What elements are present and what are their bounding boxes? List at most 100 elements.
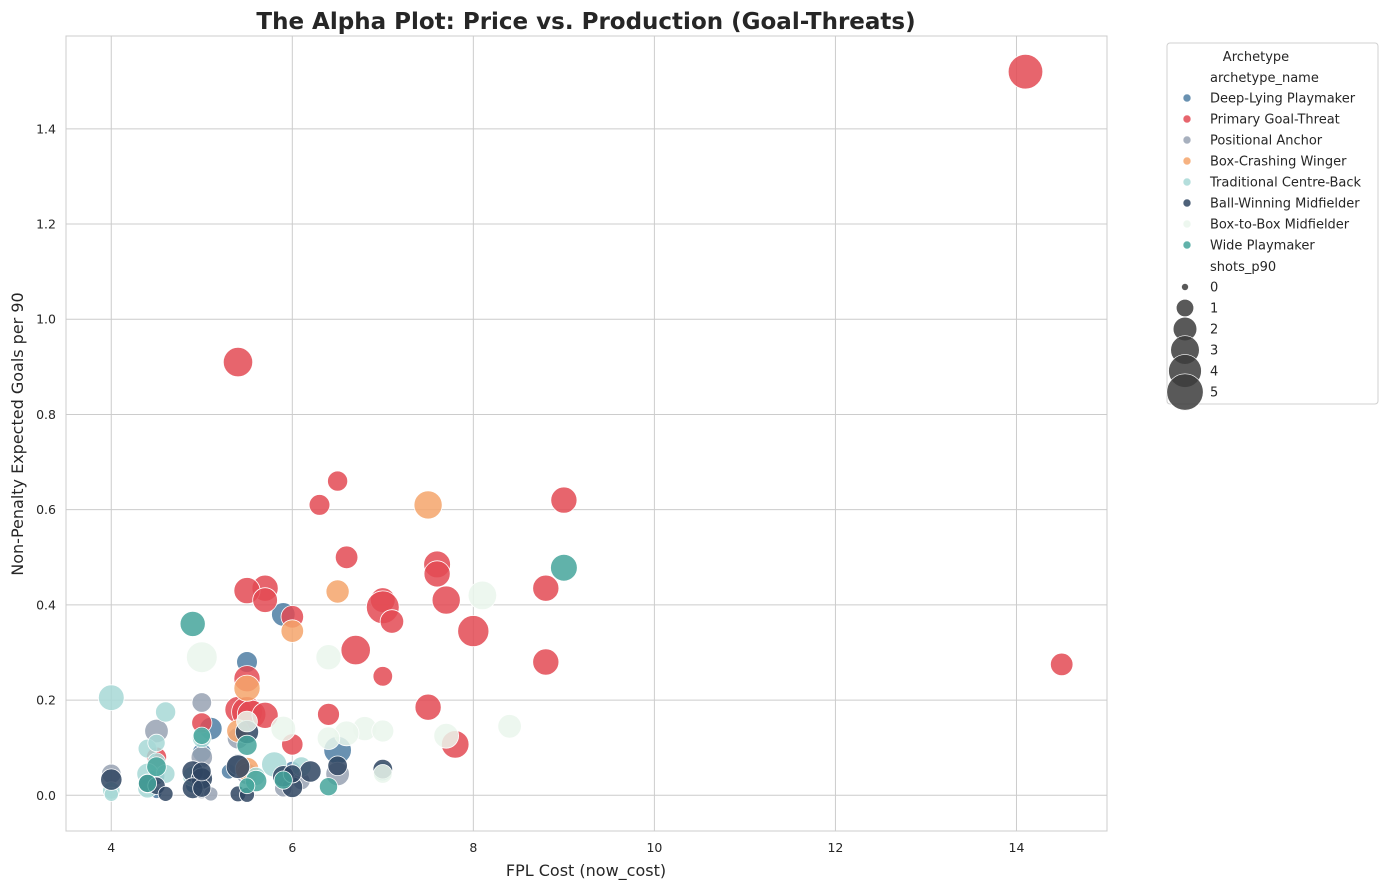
data-point <box>225 754 251 779</box>
data-point <box>532 648 560 676</box>
x-tick-label: 12 <box>827 840 843 855</box>
data-point <box>334 545 359 570</box>
data-point <box>372 764 393 784</box>
data-point <box>191 692 213 713</box>
data-points <box>98 53 1074 803</box>
y-tick-label: 0.2 <box>36 693 56 708</box>
data-point <box>371 719 395 743</box>
x-tick-label: 8 <box>469 840 477 855</box>
legend-marker <box>1182 177 1192 187</box>
data-point <box>157 786 174 802</box>
plot-frame <box>65 35 1108 832</box>
data-point <box>532 574 560 602</box>
y-tick-label: 0.6 <box>36 502 56 517</box>
data-point <box>98 684 125 711</box>
tick-labels: 4 6 8 10 12 14 0.0 0.2 0.4 0.6 0.8 1.0 1.2 1.4 <box>36 121 1024 855</box>
data-point <box>270 715 297 742</box>
legend-marker <box>1182 240 1192 250</box>
legend-label: Box-Crashing Winger <box>1210 155 1347 170</box>
data-point <box>550 486 578 514</box>
data-point <box>222 346 254 378</box>
legend-marker <box>1182 135 1192 145</box>
data-point <box>318 777 338 797</box>
data-point <box>325 579 350 604</box>
data-point <box>372 666 394 687</box>
legend-size-label: 4 <box>1210 365 1218 380</box>
legend-marker <box>1182 219 1192 229</box>
legend-size-label: 5 <box>1210 386 1218 401</box>
legend-size-label: 2 <box>1210 323 1218 338</box>
series-group <box>186 580 522 784</box>
data-point <box>327 470 349 492</box>
data-point <box>192 778 212 798</box>
legend-marker <box>1182 156 1192 166</box>
x-tick-label: 4 <box>107 840 115 855</box>
x-tick-label: 14 <box>1009 840 1025 855</box>
data-point <box>100 768 123 791</box>
legend-label: Box-to-Box Midfielder <box>1210 218 1350 233</box>
data-point <box>340 634 371 666</box>
data-point <box>308 494 331 516</box>
legend-size-label: 1 <box>1210 302 1218 317</box>
legend-label: Primary Goal-Threat <box>1210 113 1340 128</box>
data-point <box>236 734 258 756</box>
data-point <box>179 610 206 637</box>
data-point <box>146 756 167 777</box>
y-tick-label: 1.4 <box>36 121 56 136</box>
legend-label: Positional Anchor <box>1210 134 1323 149</box>
data-point <box>315 644 342 671</box>
legend-sizes: 0 1 2 3 4 5 <box>1166 281 1218 411</box>
data-point <box>186 641 218 673</box>
legend-label: Traditional Centre-Back <box>1209 176 1362 191</box>
data-point <box>192 761 212 782</box>
legend-marker <box>1182 198 1192 208</box>
data-point <box>457 615 490 648</box>
data-point <box>433 722 460 749</box>
y-axis-label: Non-Penalty Expected Goals per 90 <box>8 292 27 575</box>
data-point <box>252 587 278 613</box>
data-point <box>1007 53 1044 90</box>
data-point <box>414 693 442 721</box>
data-point <box>236 710 258 733</box>
legend-title: Archetype <box>1223 50 1289 65</box>
data-point <box>317 703 340 726</box>
legend-hue-title: archetype_name <box>1210 71 1319 86</box>
legend-label: Wide Playmaker <box>1210 239 1315 254</box>
data-point <box>192 726 211 745</box>
y-tick-label: 0.4 <box>36 597 56 612</box>
data-point <box>233 674 261 702</box>
legend: Archetype archetype_name Deep-Lying Play… <box>1166 42 1379 411</box>
legend-size-title: shots_p90 <box>1210 260 1276 275</box>
data-point <box>497 714 522 739</box>
data-point <box>1049 652 1074 677</box>
data-point <box>327 755 348 777</box>
legend-size-marker <box>1181 283 1189 291</box>
x-axis-label: FPL Cost (now_cost) <box>506 861 666 881</box>
data-point <box>280 619 305 643</box>
legend-size-marker <box>1176 298 1195 317</box>
data-point <box>273 770 293 790</box>
legend-size-label: 0 <box>1210 281 1218 296</box>
legend-archetypes: Deep-Lying Playmaker Primary Goal-Threat P… <box>1182 92 1362 254</box>
legend-size-label: 3 <box>1210 344 1218 359</box>
series-group <box>226 490 443 782</box>
x-tick-label: 10 <box>646 840 662 855</box>
data-point <box>299 760 322 783</box>
data-point <box>238 777 256 795</box>
legend-marker <box>1182 93 1192 103</box>
data-point <box>137 773 157 793</box>
data-point <box>379 609 405 634</box>
legend-box <box>1166 42 1379 405</box>
legend-label: Deep-Lying Playmaker <box>1210 92 1356 107</box>
data-point <box>550 553 578 582</box>
legend-size-marker <box>1166 373 1204 411</box>
data-point <box>155 701 177 723</box>
data-point <box>431 585 461 615</box>
x-tick-label: 6 <box>288 840 296 855</box>
legend-label: Ball-Winning Midfielder <box>1210 197 1360 212</box>
data-point <box>467 580 498 611</box>
y-tick-label: 0.8 <box>36 407 56 422</box>
data-point <box>316 726 341 750</box>
data-point <box>423 560 451 588</box>
